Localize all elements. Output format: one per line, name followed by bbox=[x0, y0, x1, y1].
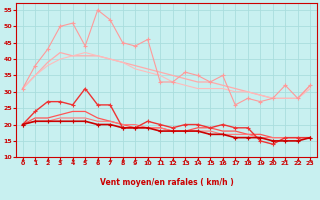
X-axis label: Vent moyen/en rafales ( km/h ): Vent moyen/en rafales ( km/h ) bbox=[100, 178, 233, 187]
